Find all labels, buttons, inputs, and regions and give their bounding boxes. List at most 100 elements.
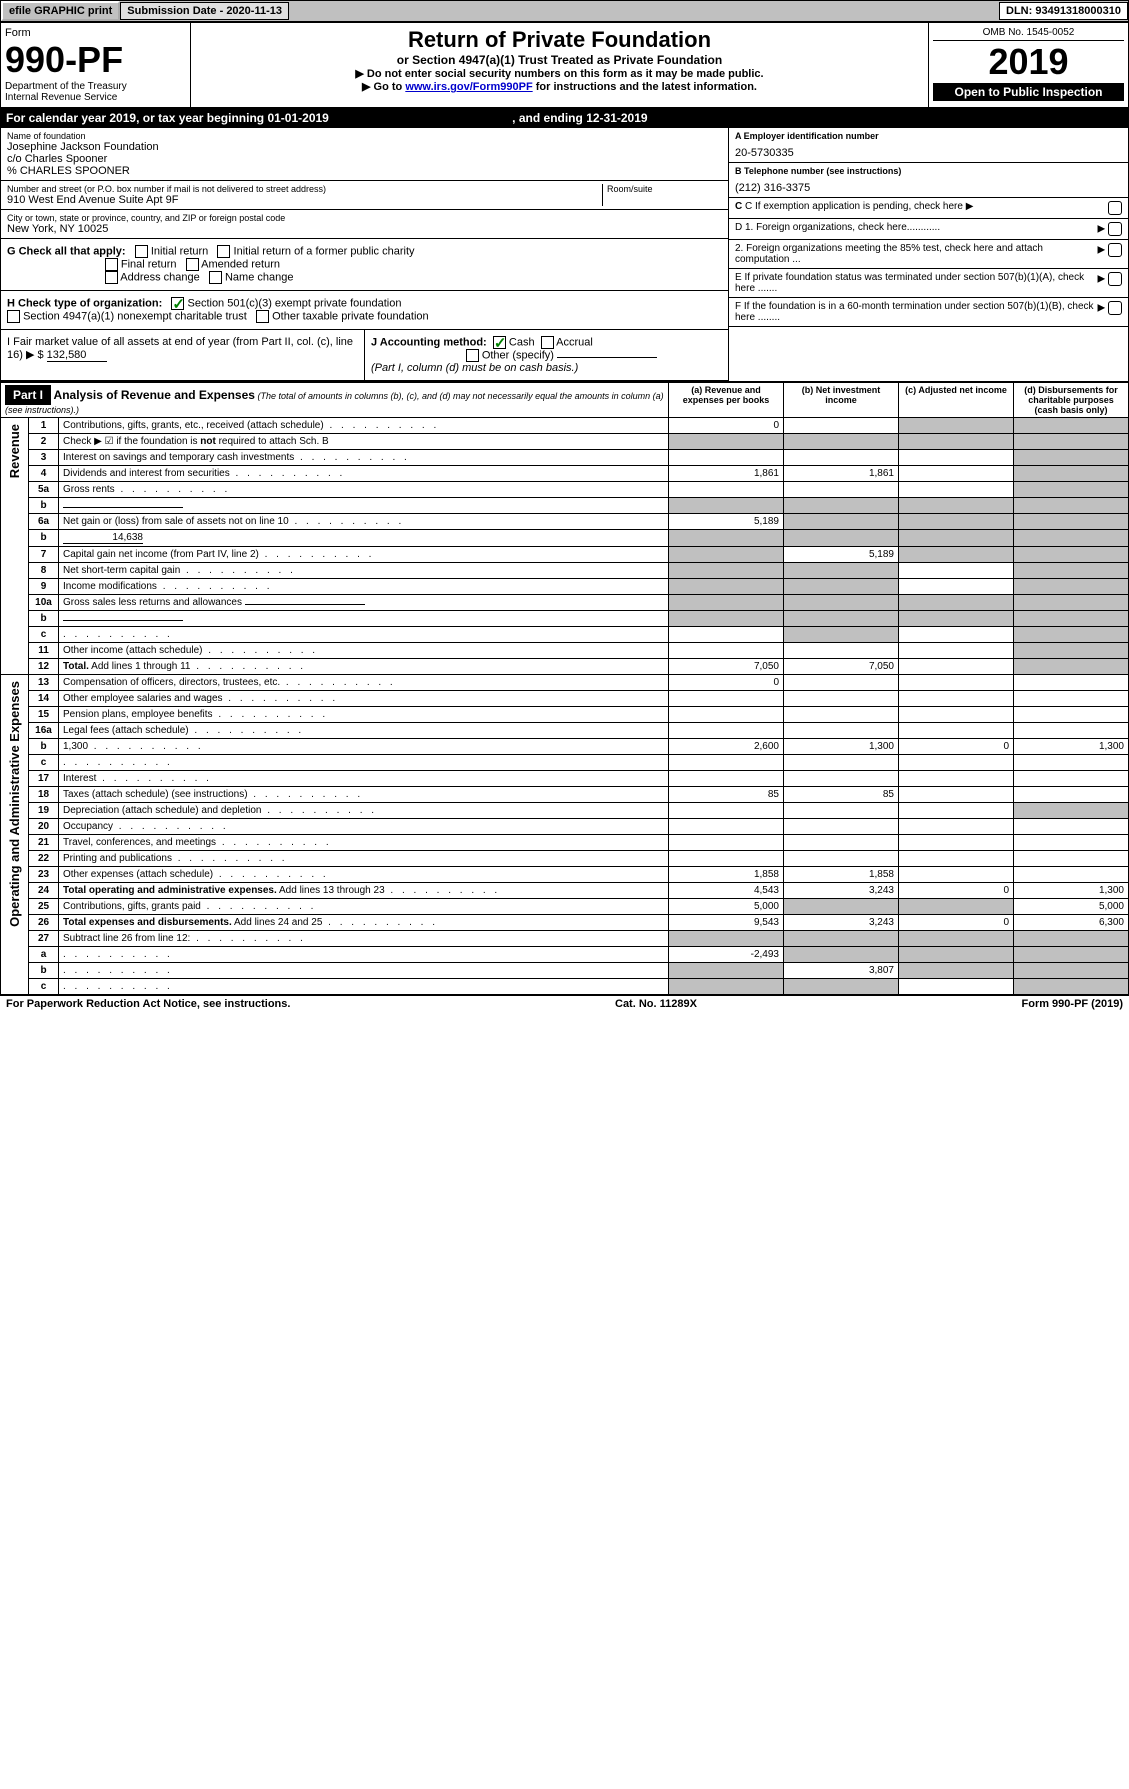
table-row: 7Capital gain net income (from Part IV, …: [1, 547, 1129, 563]
form-title-block: Return of Private Foundation or Section …: [191, 23, 928, 107]
dept-label: Department of the Treasury: [5, 81, 186, 92]
table-row: 20Occupancy: [1, 819, 1129, 835]
c-label: C If exemption application is pending, c…: [745, 201, 963, 212]
e-label: E If private foundation status was termi…: [735, 272, 1094, 294]
address-change-checkbox[interactable]: [105, 271, 118, 284]
j-accrual: Accrual: [556, 336, 593, 348]
g-checks: G Check all that apply: Initial return I…: [1, 239, 728, 291]
table-row: b: [1, 611, 1129, 627]
table-row: 4Dividends and interest from securities1…: [1, 466, 1129, 482]
foundation-co: c/o Charles Spooner: [7, 153, 722, 165]
ein-label: A Employer identification number: [735, 131, 879, 141]
form-id-block: Form 990-PF Department of the Treasury I…: [1, 23, 191, 107]
foundation-name: Josephine Jackson Foundation: [7, 141, 722, 153]
cash-checkbox[interactable]: [493, 336, 506, 349]
efile-print-button[interactable]: efile GRAPHIC print: [1, 1, 120, 21]
ein-cell: A Employer identification number 20-5730…: [729, 128, 1128, 163]
accrual-checkbox[interactable]: [541, 336, 554, 349]
4947-checkbox[interactable]: [7, 310, 20, 323]
table-row: b1,3002,6001,30001,300: [1, 739, 1129, 755]
h-label: H Check type of organization:: [7, 297, 162, 309]
g-name: Name change: [225, 271, 294, 283]
name-change-checkbox[interactable]: [209, 271, 222, 284]
cal-prefix: For calendar year 2019, or tax year begi…: [6, 111, 267, 125]
footer-right: Form 990-PF (2019): [1022, 998, 1123, 1010]
room-label: Room/suite: [607, 184, 722, 194]
entity-info: Name of foundation Josephine Jackson Fou…: [0, 128, 1129, 382]
initial-former-checkbox[interactable]: [217, 245, 230, 258]
footer-left: For Paperwork Reduction Act Notice, see …: [6, 998, 290, 1010]
name-label: Name of foundation: [7, 131, 722, 141]
j-other: Other (specify): [482, 349, 554, 361]
form-label: Form: [5, 27, 186, 39]
dln: DLN: 93491318000310: [999, 2, 1128, 20]
d1-check: D 1. Foreign organizations, check here..…: [729, 219, 1128, 240]
amended-return-checkbox[interactable]: [186, 258, 199, 271]
final-return-checkbox[interactable]: [105, 258, 118, 271]
g-label: G Check all that apply:: [7, 245, 126, 257]
irs-link[interactable]: www.irs.gov/Form990PF: [405, 81, 532, 93]
col-a-header: (a) Revenue and expenses per books: [669, 383, 784, 418]
table-row: c: [1, 979, 1129, 995]
g-address: Address change: [120, 271, 200, 283]
foundation-name-cell: Name of foundation Josephine Jackson Fou…: [1, 128, 728, 181]
other-method-checkbox[interactable]: [466, 349, 479, 362]
f-check: F If the foundation is in a 60-month ter…: [729, 298, 1128, 327]
table-row: 12Total. Add lines 1 through 117,0507,05…: [1, 659, 1129, 675]
table-row: 23Other expenses (attach schedule)1,8581…: [1, 867, 1129, 883]
table-row: 27Subtract line 26 from line 12:: [1, 931, 1129, 947]
note2-prefix: ▶ Go to: [362, 81, 405, 93]
table-row: b: [1, 498, 1129, 514]
table-row: 16aLegal fees (attach schedule): [1, 723, 1129, 739]
j-note: (Part I, column (d) must be on cash basi…: [371, 362, 578, 374]
col-c-header: (c) Adjusted net income: [899, 383, 1014, 418]
cal-end: 12-31-2019: [586, 111, 647, 125]
table-row: 6aNet gain or (loss) from sale of assets…: [1, 514, 1129, 530]
form-header: Form 990-PF Department of the Treasury I…: [0, 22, 1129, 108]
other-taxable-checkbox[interactable]: [256, 310, 269, 323]
table-row: 11Other income (attach schedule): [1, 643, 1129, 659]
form-year-block: OMB No. 1545-0052 2019 Open to Public In…: [928, 23, 1128, 107]
table-row: 18Taxes (attach schedule) (see instructi…: [1, 787, 1129, 803]
table-row: a-2,493: [1, 947, 1129, 963]
table-row: 3Interest on savings and temporary cash …: [1, 450, 1129, 466]
initial-return-checkbox[interactable]: [135, 245, 148, 258]
h-checks: H Check type of organization: Section 50…: [1, 291, 728, 330]
footer-center: Cat. No. 11289X: [615, 998, 697, 1010]
h-501c3: Section 501(c)(3) exempt private foundat…: [187, 297, 401, 309]
501c3-checkbox[interactable]: [171, 297, 184, 310]
i-section: I Fair market value of all assets at end…: [1, 330, 365, 381]
note2-suffix: for instructions and the latest informat…: [533, 81, 757, 93]
terminated-checkbox[interactable]: [1108, 272, 1122, 286]
g-initial-former: Initial return of a former public charit…: [234, 245, 415, 257]
g-final: Final return: [121, 258, 177, 270]
foreign-85-checkbox[interactable]: [1108, 243, 1122, 257]
h-4947: Section 4947(a)(1) nonexempt charitable …: [23, 310, 247, 322]
form-note-1: ▶ Do not enter social security numbers o…: [195, 67, 924, 80]
foundation-pct: % CHARLES SPOONER: [7, 165, 722, 177]
form-title: Return of Private Foundation: [195, 27, 924, 53]
part1-title: Analysis of Revenue and Expenses: [54, 388, 255, 402]
form-number: 990-PF: [5, 39, 186, 81]
60month-checkbox[interactable]: [1108, 301, 1122, 315]
table-row: c: [1, 627, 1129, 643]
city-cell: City or town, state or province, country…: [1, 210, 728, 239]
foreign-org-checkbox[interactable]: [1108, 222, 1122, 236]
f-label: F If the foundation is in a 60-month ter…: [735, 301, 1094, 323]
table-row: Revenue1Contributions, gifts, grants, et…: [1, 418, 1129, 434]
d2-check: 2. Foreign organizations meeting the 85%…: [729, 240, 1128, 268]
address-cell: Number and street (or P.O. box number if…: [1, 181, 728, 210]
phone-cell: B Telephone number (see instructions) (2…: [729, 163, 1128, 198]
j-label: J Accounting method:: [371, 336, 487, 348]
e-check: E If private foundation status was termi…: [729, 268, 1128, 298]
table-row: 19Depreciation (attach schedule) and dep…: [1, 803, 1129, 819]
tax-year: 2019: [933, 41, 1124, 83]
street-address: 910 West End Avenue Suite Apt 9F: [7, 194, 602, 206]
calendar-year-bar: For calendar year 2019, or tax year begi…: [0, 108, 1129, 128]
exemption-pending-checkbox[interactable]: [1108, 201, 1122, 215]
table-row: 17Interest: [1, 771, 1129, 787]
form-subtitle: or Section 4947(a)(1) Trust Treated as P…: [195, 53, 924, 67]
table-row: 21Travel, conferences, and meetings: [1, 835, 1129, 851]
open-public-badge: Open to Public Inspection: [933, 83, 1124, 101]
part1-table: Part I Analysis of Revenue and Expenses …: [0, 382, 1129, 995]
